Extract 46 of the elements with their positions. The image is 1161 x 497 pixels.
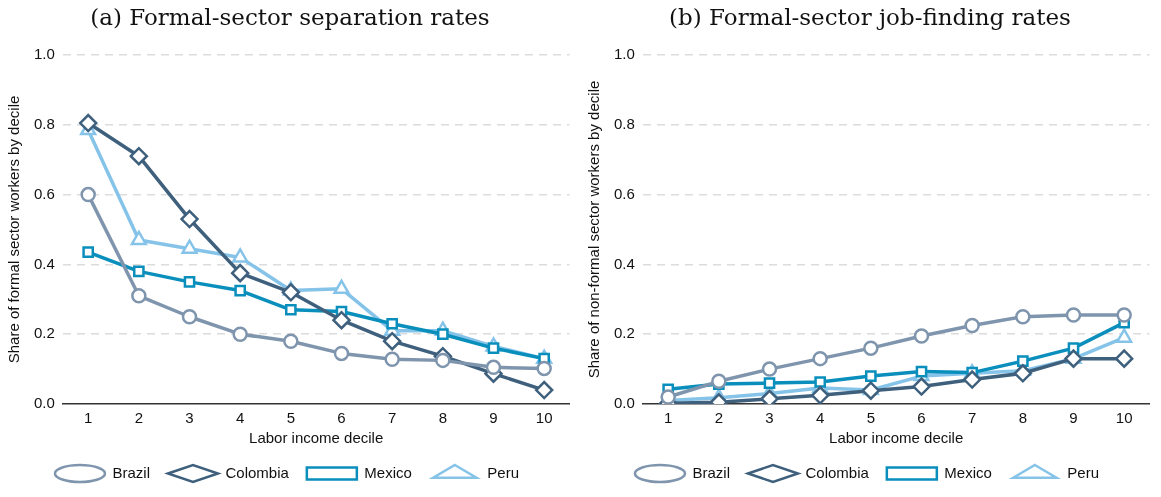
x-tick-label: 9 [489, 409, 498, 427]
y-tick-label: 0.8 [613, 114, 635, 132]
x-axis-title: Labor income decile [249, 429, 384, 447]
y-tick-label: 1.0 [33, 45, 55, 63]
y-tick-label: 0.2 [33, 324, 55, 342]
y-tick-label: 1.0 [613, 45, 635, 63]
y-tick-label: 0.8 [33, 114, 55, 132]
x-tick-label: 10 [535, 409, 553, 427]
x-tick-label: 3 [765, 409, 774, 427]
x-tick-label: 6 [337, 409, 346, 427]
y-tick-label: 0.0 [33, 394, 55, 412]
legend-label: Peru [487, 463, 520, 481]
x-tick-label: 7 [968, 409, 977, 427]
x-tick-label: 5 [286, 409, 296, 427]
x-tick-label: 1 [84, 409, 93, 427]
x-tick-label: 2 [134, 409, 144, 427]
x-tick-label: 8 [438, 409, 448, 427]
legend-label: Mexico [944, 463, 992, 481]
x-tick-label: 9 [1069, 409, 1078, 427]
y-tick-label: 0.0 [613, 394, 635, 412]
x-tick-label: 8 [1018, 409, 1028, 427]
x-tick-label: 10 [1115, 409, 1133, 427]
legend-label: Brazil [692, 463, 730, 481]
y-axis-title: Share of non-formal sector workers by decile [585, 80, 603, 379]
legend-label: Colombia [225, 463, 290, 481]
x-tick-label: 7 [388, 409, 397, 427]
x-tick-label: 4 [236, 409, 245, 427]
legend-label: Colombia [805, 463, 870, 481]
x-tick-label: 3 [185, 409, 194, 427]
legend-label: Brazil [112, 463, 150, 481]
y-tick-label: 0.6 [613, 184, 635, 202]
legend-label: Peru [1067, 463, 1100, 481]
y-tick-label: 0.6 [33, 184, 55, 202]
x-tick-label: 6 [917, 409, 926, 427]
chart-title: (a) Formal-sector separation rates [89, 3, 491, 32]
x-tick-label: 2 [714, 409, 724, 427]
legend-label: Mexico [364, 463, 412, 481]
chart-title: (b) Formal-sector job-finding rates [668, 3, 1072, 32]
y-tick-label: 0.4 [613, 254, 635, 272]
y-axis-title: Share of formal sector workers by decile [5, 95, 23, 364]
x-tick-label: 1 [664, 409, 673, 427]
x-tick-label: 5 [866, 409, 876, 427]
x-axis-title: Labor income decile [829, 429, 964, 447]
y-tick-label: 0.4 [33, 254, 55, 272]
x-tick-label: 4 [816, 409, 825, 427]
y-tick-label: 0.2 [613, 324, 635, 342]
